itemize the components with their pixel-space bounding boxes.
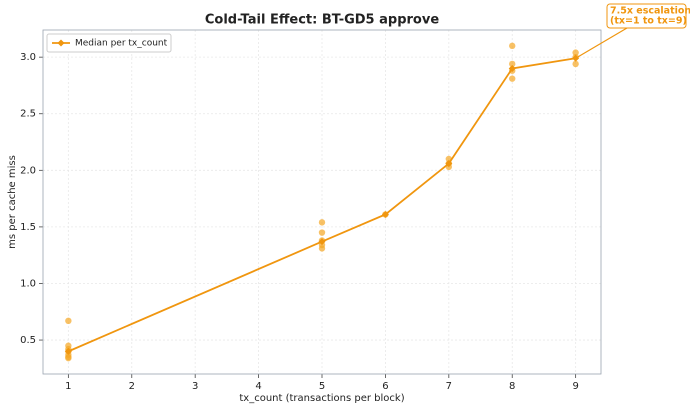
plot-frame [42,29,602,375]
y-axis-label: ms per cache miss [7,155,18,249]
x-tick-label: 8 [509,381,515,392]
annotation-arrow [575,27,628,59]
x-tick-label: 5 [319,381,325,392]
median-marker [381,210,389,218]
median-marker [508,64,516,72]
sample-point [572,60,579,68]
annotation-box [606,3,687,29]
sample-point [65,354,72,362]
sample-point [509,75,516,82]
x-tick-label: 7 [446,381,452,392]
sample-point [65,317,72,325]
median-marker [318,238,326,246]
chart-title: Cold-Tail Effect: BT-GD5 approve [205,13,439,28]
legend-label: Median per tx_count [75,39,168,49]
sample-point [572,49,579,56]
y-tick-label: 1.5 [20,222,36,233]
median-marker [445,160,453,168]
x-axis-label: tx_count (transactions per block) [239,393,404,404]
y-tick-label: 2.0 [20,165,36,176]
x-tick-label: 2 [129,381,135,392]
y-tick-label: 0.5 [20,335,36,346]
legend-marker [57,39,65,47]
sample-point [318,219,326,226]
sample-point [318,245,326,252]
x-tick-label: 6 [382,381,388,392]
median-line [68,57,576,353]
x-tick-label: 9 [572,381,578,392]
x-tick-label: 4 [255,381,261,392]
annotation-text: 7.5x escalation [610,6,690,17]
legend-box [46,33,172,53]
sample-point [509,60,516,68]
y-tick-label: 3.0 [20,52,36,63]
x-tick-label: 1 [65,381,71,392]
x-tick-label: 3 [192,381,198,392]
y-tick-label: 1.0 [20,278,36,289]
sample-point [318,229,326,236]
y-tick-label: 2.5 [20,109,36,120]
median-marker [64,347,72,355]
sample-point [509,42,516,50]
annotation-text: (tx=1 to tx=9) [610,16,687,27]
